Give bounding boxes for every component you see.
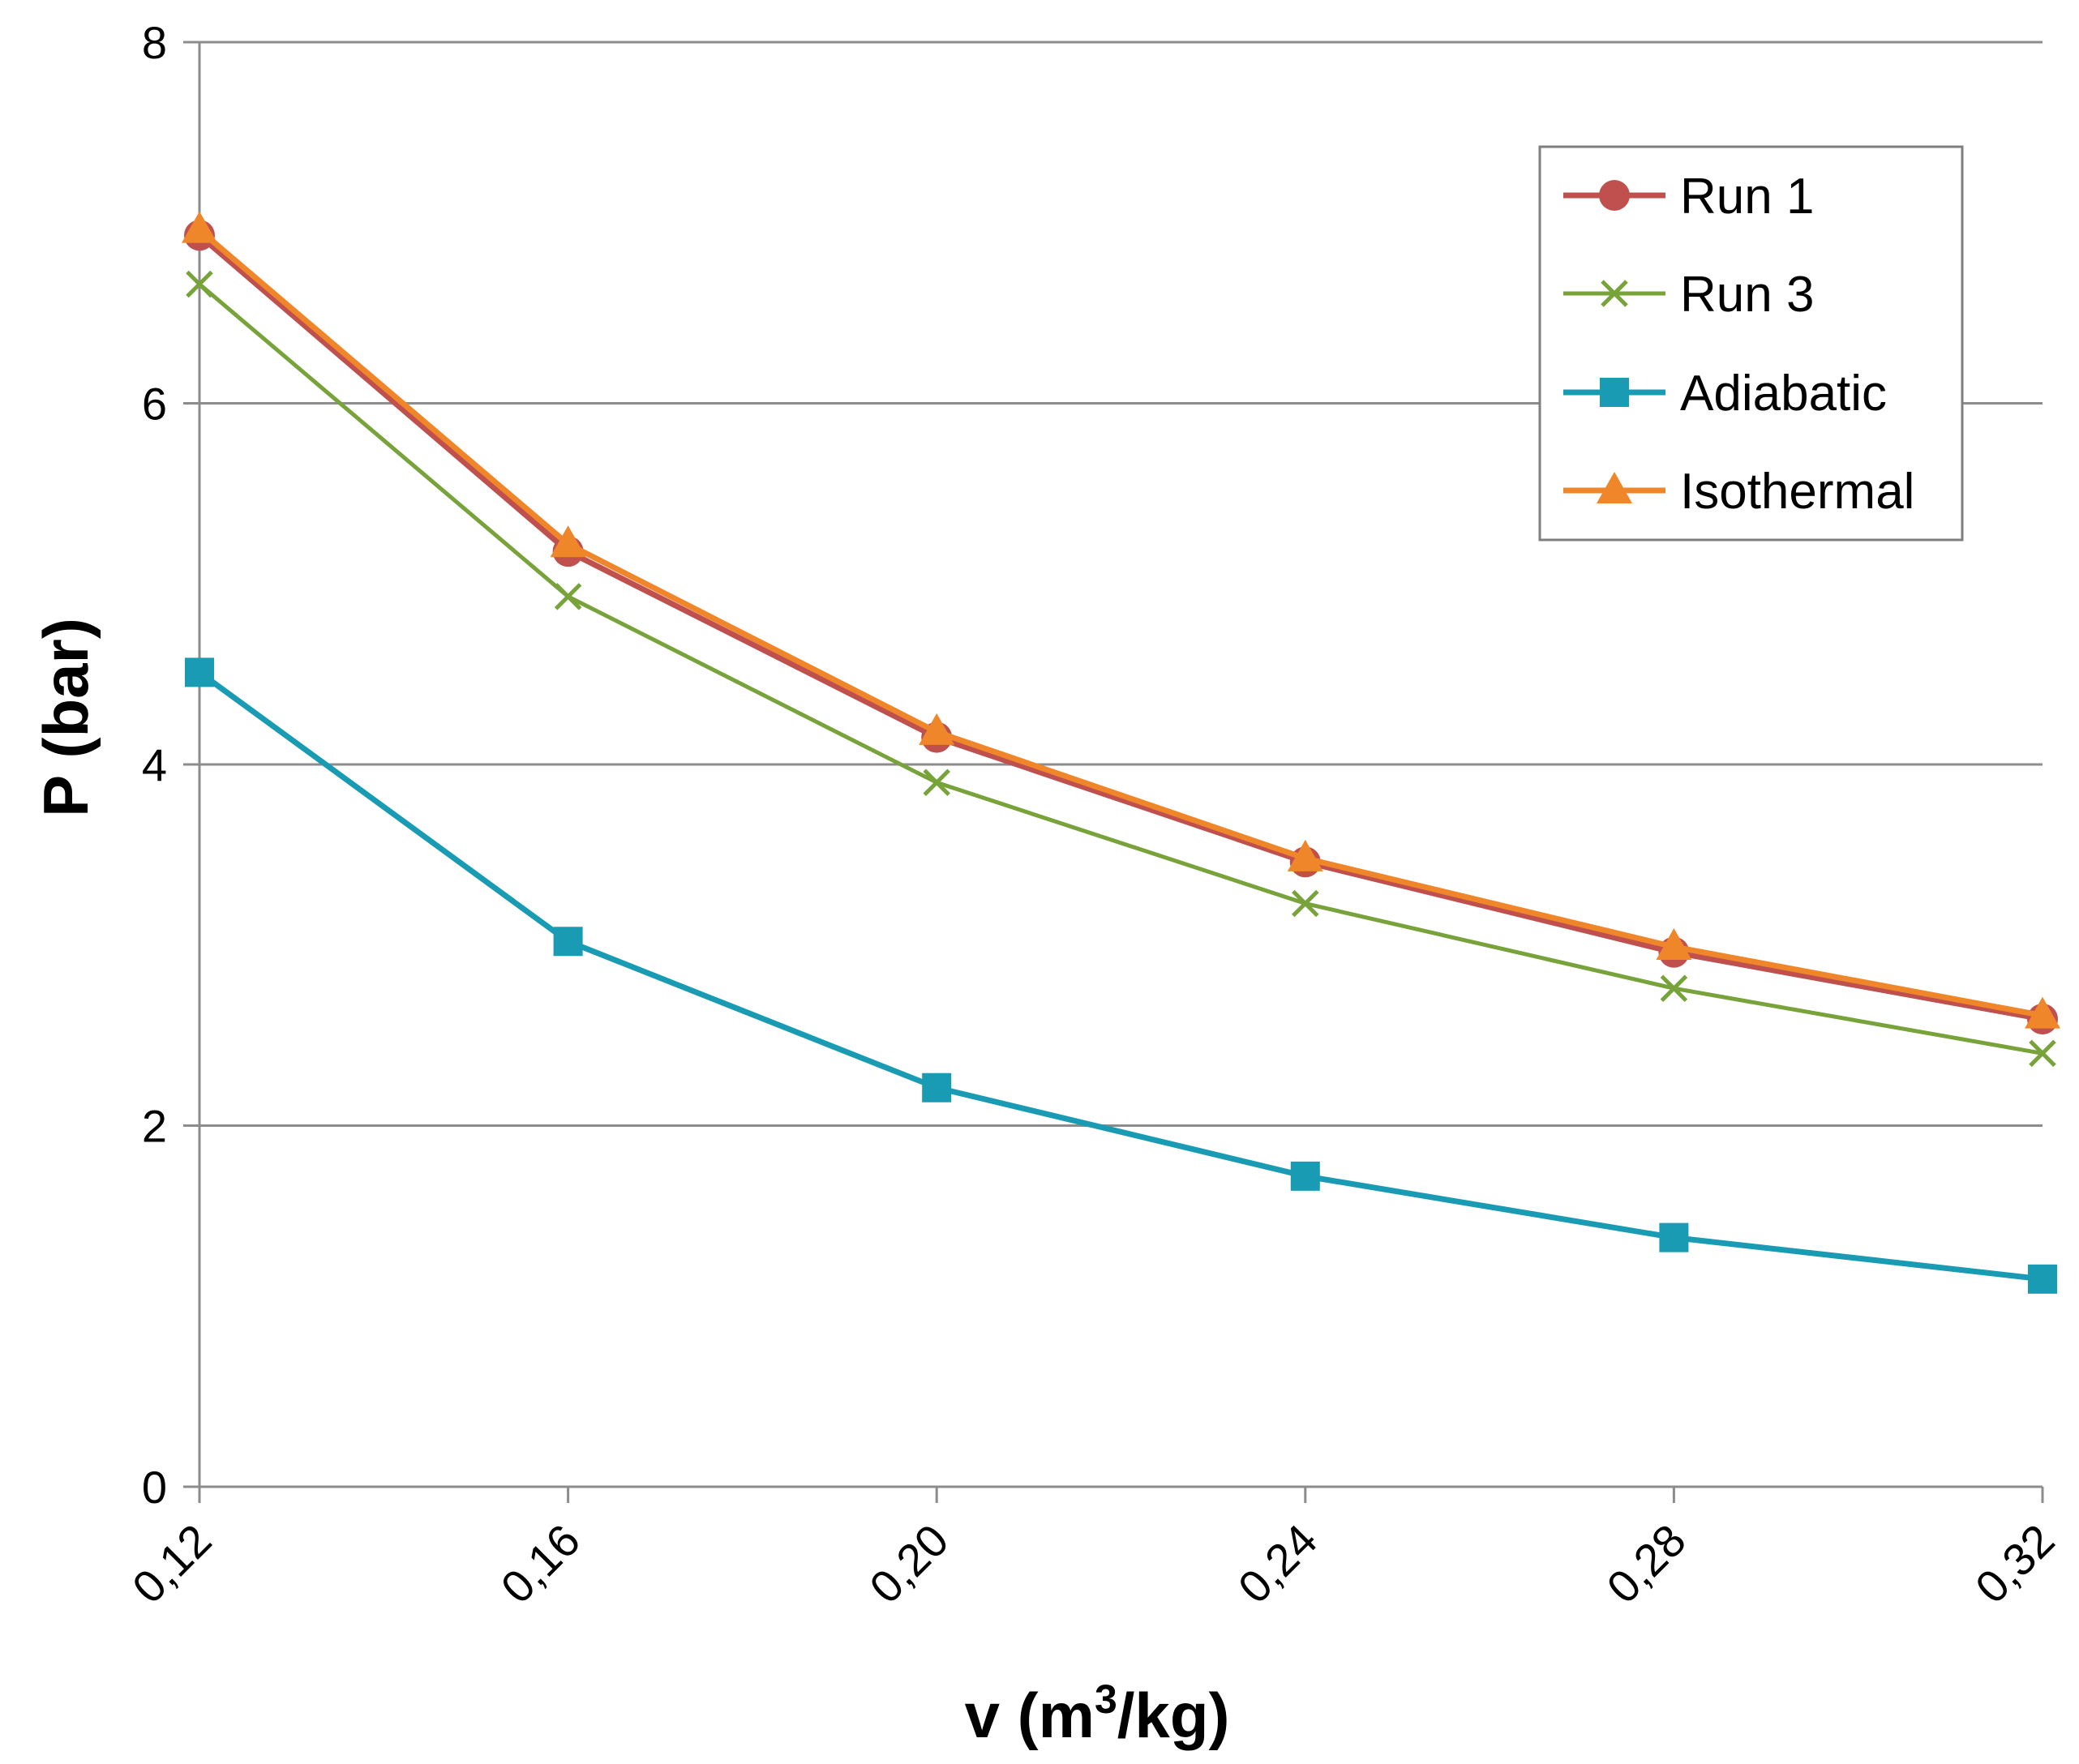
legend-marker-adiabatic (1600, 378, 1629, 407)
data-point-adiabatic (2028, 1264, 2057, 1294)
x-axis-title: v (m3/kg) (965, 1676, 1230, 1751)
series-line-run-3 (198, 282, 2043, 1055)
series-adiabatic (185, 657, 2057, 1294)
legend-marker-run-3-stroke-b (1601, 280, 1628, 307)
series-line-isothermal (197, 227, 2043, 1019)
data-point-run-3-stroke-b (554, 583, 582, 610)
data-point-isothermal (919, 713, 955, 745)
data-point-adiabatic (922, 1073, 952, 1102)
y-tick-label: 8 (142, 17, 167, 68)
data-point-run-3 (186, 270, 213, 298)
x-axis-title-prefix: v (m (965, 1680, 1095, 1751)
legend-marker-isothermal (1597, 472, 1632, 503)
data-point-isothermal (182, 211, 217, 243)
legend-label-isothermal: Isothermal (1680, 464, 1914, 520)
data-point-run-3 (1292, 889, 1319, 918)
data-point-isothermal (1287, 839, 1323, 871)
x-axis-title-suffix: /kg) (1117, 1680, 1230, 1751)
legend: Run 1 Run 3 Adiabatic Isothermal (1538, 145, 1964, 542)
data-point-adiabatic (185, 657, 214, 687)
y-tick-label: 2 (142, 1101, 167, 1152)
y-tick-label: 6 (142, 379, 167, 430)
legend-item-run-1: Run 1 (1563, 169, 1814, 225)
y-tick-label: 0 (142, 1462, 167, 1513)
legend-marker-run-1 (1599, 180, 1630, 211)
data-point-isothermal (2025, 996, 2060, 1029)
legend-item-isothermal: Isothermal (1563, 464, 1914, 520)
data-point-run-3-stroke-b (1660, 974, 1688, 1002)
legend-items: Run 1 Run 3 Adiabatic Isothermal (1563, 169, 1914, 520)
series-lines (182, 211, 2060, 1294)
y-tick-label: 4 (142, 739, 167, 790)
data-point-run-3-stroke-b (186, 270, 213, 298)
legend-label-run-3: Run 3 (1680, 267, 1814, 323)
data-point-adiabatic (1659, 1222, 1689, 1252)
series-run-3 (186, 270, 2056, 1068)
legend-label-run-1: Run 1 (1680, 169, 1814, 225)
data-point-run-3 (2029, 1039, 2056, 1068)
legend-item-adiabatic: Adiabatic (1563, 366, 1887, 422)
y-axis-title: P (bar) (30, 618, 101, 817)
data-point-run-3-stroke-b (1292, 889, 1319, 918)
series-isothermal (182, 211, 2060, 1029)
data-point-run-3-stroke-b (923, 769, 950, 797)
data-point-isothermal (1656, 927, 1692, 960)
x-axis-title-superscript: 3 (1095, 1676, 1117, 1722)
data-point-isothermal (550, 525, 586, 558)
legend-marker-run-3 (1601, 280, 1628, 307)
data-point-run-3-stroke-b (2029, 1039, 2056, 1068)
legend-label-adiabatic: Adiabatic (1680, 366, 1887, 422)
data-point-run-3 (554, 583, 582, 610)
series-line-run-1 (197, 233, 2043, 1022)
series-line-adiabatic (197, 670, 2043, 1282)
data-point-adiabatic (1290, 1161, 1320, 1191)
legend-item-run-3: Run 3 (1563, 267, 1814, 323)
data-point-run-3 (923, 769, 950, 797)
data-point-adiabatic (553, 927, 583, 957)
data-point-run-3 (1660, 974, 1688, 1002)
legend-box (1538, 145, 1964, 542)
